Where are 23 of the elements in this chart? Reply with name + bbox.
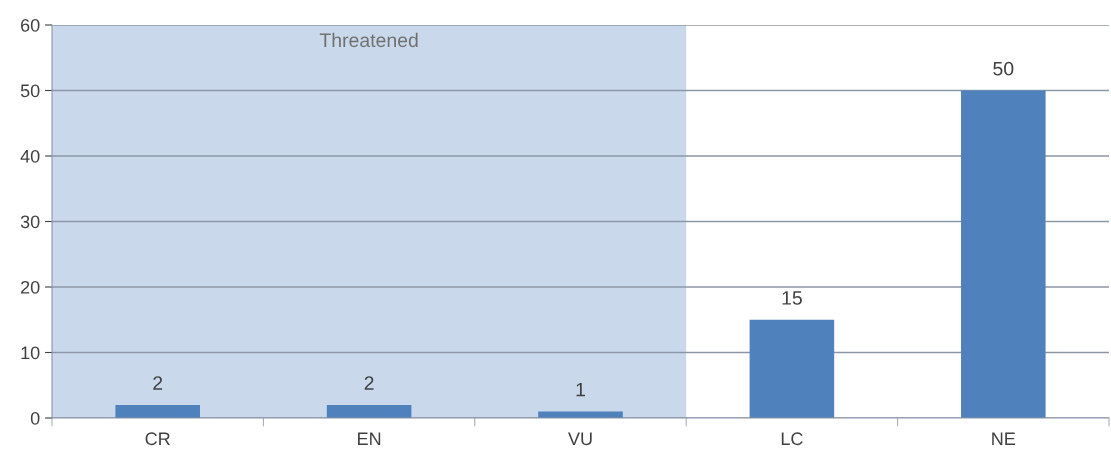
data-label: 2 [364, 376, 374, 390]
bar [115, 404, 200, 418]
data-label: 2 [153, 376, 163, 390]
y-tick-label: 50 [20, 84, 40, 98]
bar [961, 90, 1046, 418]
y-tick-label: 20 [21, 280, 40, 294]
x-tick-label: CR [145, 432, 170, 446]
bar [538, 411, 623, 418]
bar [326, 404, 412, 418]
y-tick-label: 10 [21, 346, 40, 360]
bar [749, 319, 835, 418]
data-label: 15 [782, 291, 802, 305]
band-label: Threatened [319, 32, 418, 48]
x-tick-label: LC [781, 432, 803, 446]
y-tick-label: 40 [20, 149, 40, 163]
y-tick-label: 0 [30, 411, 40, 425]
y-tick-label: 30 [20, 215, 40, 229]
x-tick-label: VU [568, 432, 592, 446]
data-label: 1 [576, 382, 585, 397]
x-tick-label: EN [358, 432, 381, 445]
x-tick-label: NE [992, 432, 1016, 445]
data-label: 50 [993, 61, 1014, 76]
y-tick-label: 60 [21, 18, 40, 32]
